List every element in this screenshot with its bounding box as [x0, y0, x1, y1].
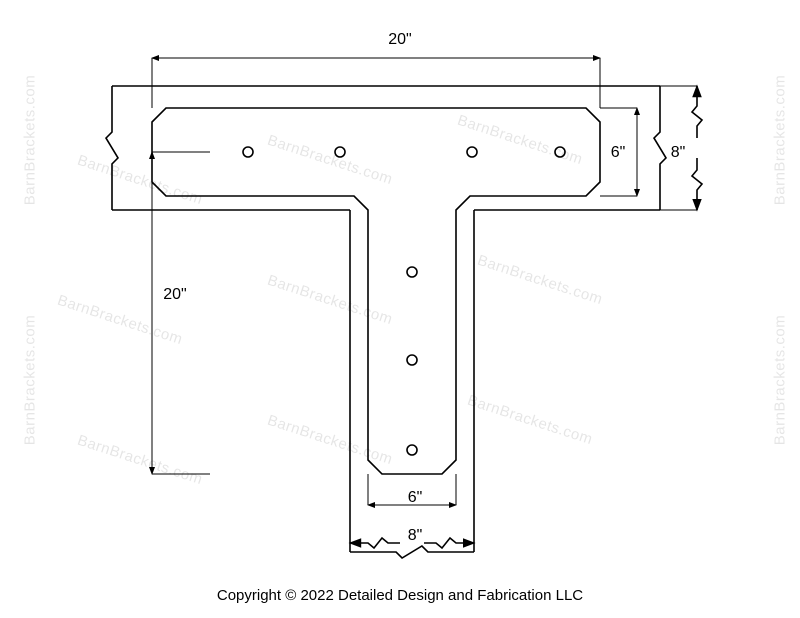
dim-right-inner: 6" [611, 144, 626, 162]
dim-right-outer: 8" [671, 144, 686, 162]
diagram-canvas: 20" 20" 6" 8" 6" 8" Copyright © 2022 Det… [0, 0, 800, 618]
dim-top-width: 20" [388, 31, 411, 49]
copyright-text: Copyright © 2022 Detailed Design and Fab… [0, 587, 800, 604]
dim-bottom-outer: 8" [408, 527, 423, 545]
dim-left-height: 20" [163, 286, 186, 304]
technical-drawing-svg [0, 0, 800, 618]
dim-bottom-inner: 6" [408, 489, 423, 507]
